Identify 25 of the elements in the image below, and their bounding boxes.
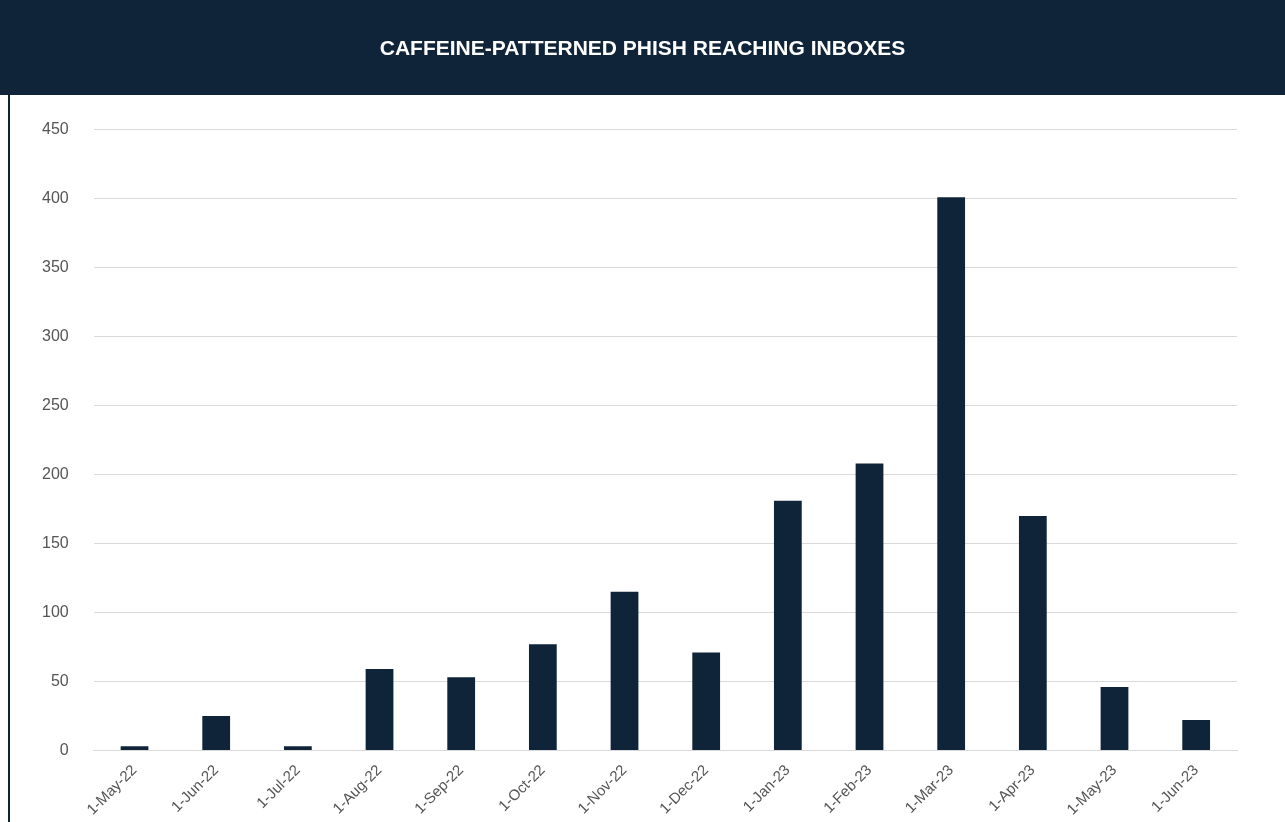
bar [1100,687,1129,750]
y-tick-label: 350 [41,257,69,275]
chart-title: CAFFEINE-PATTERNED PHISH REACHING INBOXES [0,0,1285,95]
y-tick-label: 150 [41,533,69,551]
bar [1182,720,1211,750]
bar [937,197,966,750]
y-tick-label: 0 [59,740,69,758]
bar [120,746,149,750]
bar [447,677,476,750]
bar [773,500,802,750]
bar [365,669,394,750]
bar [528,644,557,750]
bar [283,746,312,750]
bar [1018,515,1047,750]
y-tick-label: 50 [50,671,69,689]
y-tick-label: 300 [41,326,69,344]
y-tick-label: 450 [41,120,69,138]
bar [202,715,231,750]
bar [855,463,884,750]
bar [610,591,639,750]
y-tick-label: 100 [41,602,69,620]
y-tick-label: 200 [41,464,69,482]
y-tick-label: 250 [41,395,69,413]
bar [692,652,721,750]
y-tick-label: 400 [41,188,69,206]
